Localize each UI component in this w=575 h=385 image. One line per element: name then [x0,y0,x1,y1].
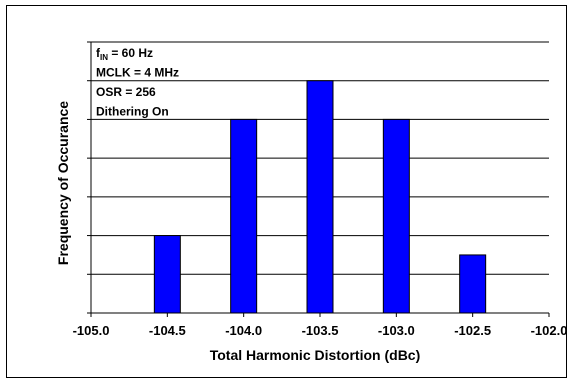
x-tick-label: -105.0 [73,323,110,338]
annotation-line: MCLK = 4 MHz [96,66,179,80]
axes [87,41,550,317]
bar--104.5 [153,235,181,314]
chart-frame [6,5,567,378]
x-tick-label: -104.0 [225,323,262,338]
x-tick-label: -103.5 [302,323,339,338]
x-tick-labels: -105.0 -104.5 -104.0 -103.5 -103.0 -102.5 -102… [73,323,568,338]
x-tick-label: -103.0 [378,323,415,338]
x-tick-label: -104.5 [149,323,186,338]
bar--103.5 [306,80,334,314]
bar--102.5 [459,254,487,314]
x-axis-title: Total Harmonic Distortion (dBc) [210,347,421,363]
x-tick-label: -102.0 [531,323,568,338]
bar--104.0 [230,118,258,314]
annotation-line: fIN = 60 Hz [96,46,153,62]
y-axis-title: Frequency of Occurance [55,101,71,265]
bar--103.0 [382,118,410,314]
annotation-line: OSR = 256 [96,85,156,99]
annotation-line: Dithering On [96,105,169,119]
x-tick-label: -102.5 [454,323,491,338]
annotation-box: fIN = 60 Hz MCLK = 4 MHz OSR = 256 Ditherin… [96,46,179,119]
bars [153,80,487,314]
